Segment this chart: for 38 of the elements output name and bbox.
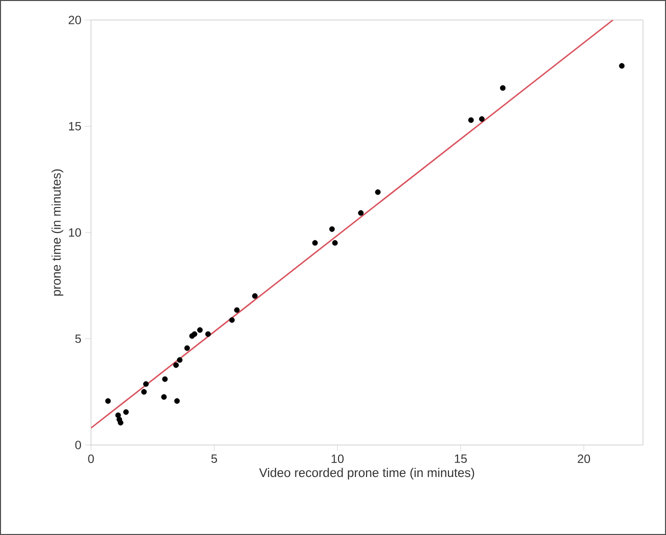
x-tick-label: 20 <box>578 454 590 464</box>
x-tick-label: 5 <box>211 454 218 463</box>
y-tick-label: 15 <box>69 122 81 130</box>
y-tick-label: 10 <box>69 228 82 237</box>
point <box>197 327 203 333</box>
point <box>184 345 190 351</box>
y-tick-label: 20 <box>68 16 82 24</box>
point <box>143 381 149 387</box>
point <box>229 317 235 323</box>
point <box>162 376 168 382</box>
x-axis-title: Video recorded prone time (in minutes) <box>259 468 474 480</box>
point <box>358 210 364 216</box>
y-axis-title: prone time (in minutes) <box>52 169 64 296</box>
point <box>205 331 211 337</box>
point <box>173 362 179 368</box>
x-tick-label: 15 <box>454 454 467 463</box>
point <box>105 398 111 404</box>
x-tick-label: 0 <box>88 454 94 464</box>
point <box>500 85 506 91</box>
y-tick-label: 0 <box>75 440 82 450</box>
point <box>118 420 124 426</box>
point <box>329 226 335 232</box>
point <box>332 240 338 246</box>
point <box>375 189 381 195</box>
point <box>312 240 318 246</box>
point <box>192 331 198 337</box>
point <box>479 116 485 122</box>
x-tick-label: 10 <box>332 454 344 464</box>
point <box>468 117 474 123</box>
point <box>123 409 129 415</box>
point <box>141 389 147 395</box>
y-tick-label: 5 <box>75 334 81 343</box>
point <box>252 293 258 299</box>
point <box>161 394 167 400</box>
point <box>619 63 625 69</box>
point <box>176 357 183 363</box>
point <box>234 307 240 313</box>
point <box>174 398 180 404</box>
